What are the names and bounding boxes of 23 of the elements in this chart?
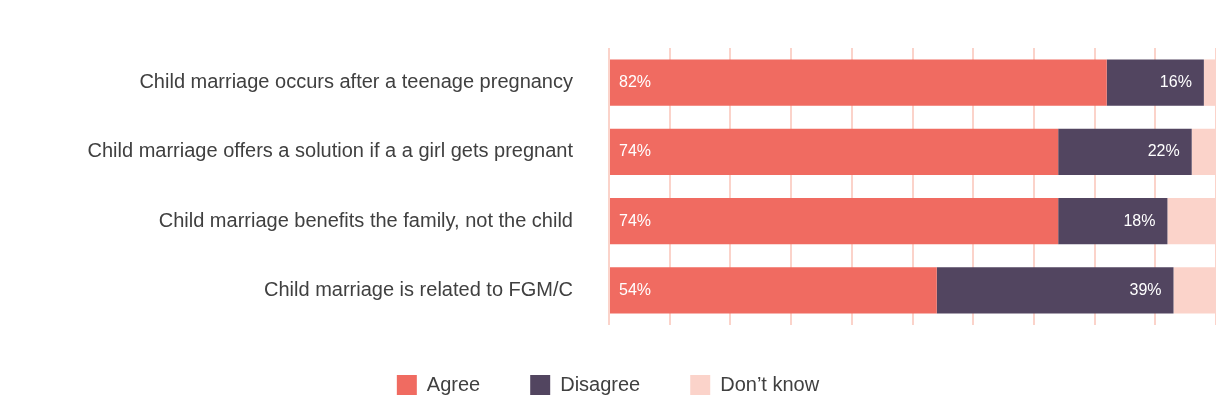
data-label: 74% xyxy=(619,142,652,160)
bar xyxy=(610,197,1059,245)
bar xyxy=(610,128,1059,176)
data-label: 22% xyxy=(1147,142,1180,160)
legend-label: Don’t know xyxy=(720,372,820,395)
y-tick-label: Child marriage is related to FGM/C xyxy=(264,277,573,300)
bar xyxy=(1058,197,1168,245)
y-tick-label: Child marriage occurs after a teenage pregnancy xyxy=(139,70,573,93)
data-label: 54% xyxy=(619,280,652,298)
y-tick-label: Child marriage offers a solution if a a girl gets pregnant xyxy=(87,139,574,162)
bar xyxy=(610,267,937,314)
data-label: 74% xyxy=(619,211,652,229)
bar xyxy=(1106,59,1204,106)
y-tick-label: Child marriage benefits the family, not the child xyxy=(158,208,573,231)
bar xyxy=(936,267,1174,314)
data-label: 16% xyxy=(1159,73,1192,91)
bar xyxy=(610,59,1107,106)
data-label: 39% xyxy=(1129,280,1162,298)
data-label: 18% xyxy=(1123,211,1156,229)
legend-label: Agree xyxy=(426,372,481,395)
data-label: 82% xyxy=(619,73,652,91)
bar xyxy=(1058,128,1192,176)
legend-label: Disagree xyxy=(560,372,641,395)
